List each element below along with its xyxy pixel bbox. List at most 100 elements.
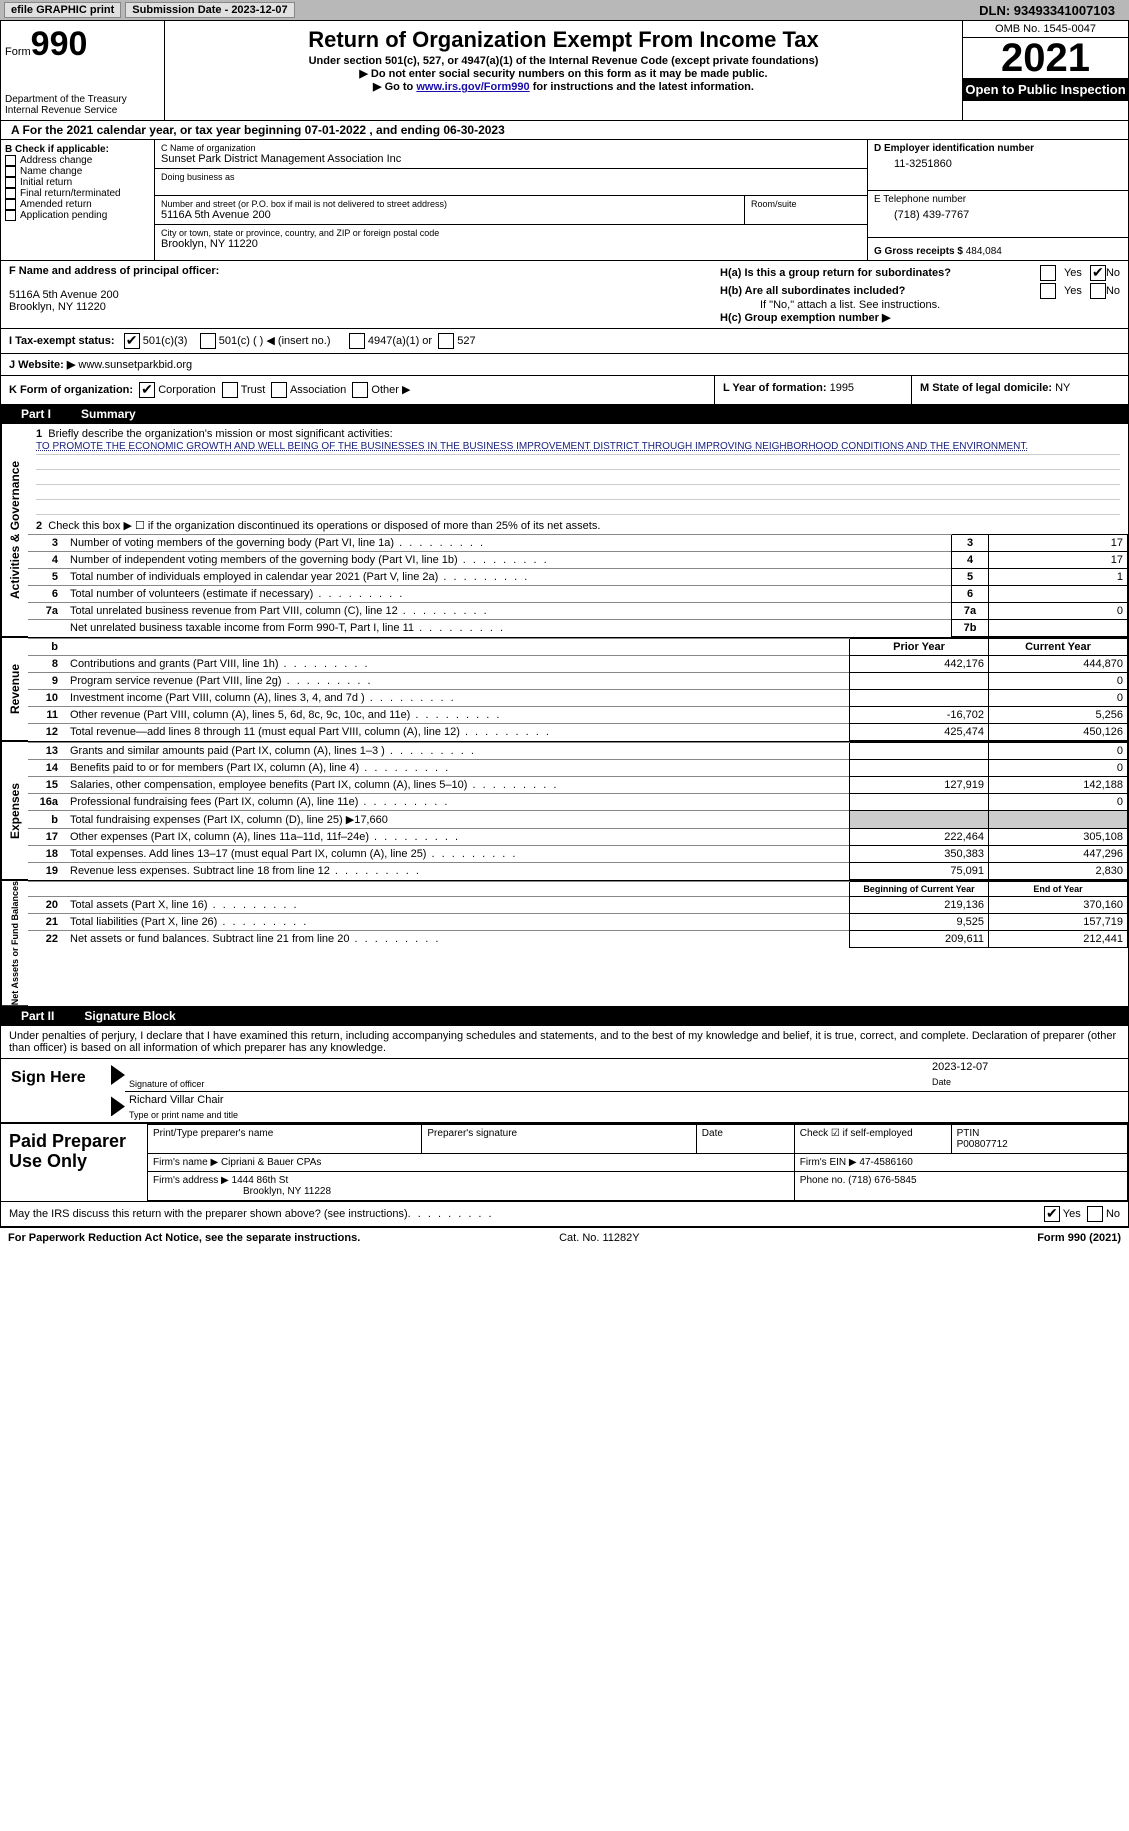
- d-ein-label: D Employer identification number: [874, 143, 1122, 154]
- website-value: www.sunsetparkbid.org: [78, 359, 192, 371]
- may-discuss-text: May the IRS discuss this return with the…: [9, 1208, 408, 1220]
- yes-label: Yes: [1064, 267, 1082, 279]
- footer: For Paperwork Reduction Act Notice, see …: [0, 1227, 1129, 1248]
- b-label: B Check if applicable:: [5, 144, 150, 155]
- m-label: M State of legal domicile:: [920, 382, 1052, 394]
- paid-preparer-label: Paid Preparer Use Only: [1, 1124, 147, 1201]
- expenses-table: 13Grants and similar amounts paid (Part …: [28, 742, 1128, 880]
- g-gross-label: G Gross receipts $: [874, 246, 963, 257]
- prep-date-label: Date: [702, 1128, 723, 1139]
- firm-ein: 47-4586160: [859, 1157, 912, 1168]
- dept-treasury: Department of the Treasury Internal Reve…: [5, 94, 160, 116]
- ha-yes[interactable]: [1040, 265, 1056, 281]
- firm-phone-label: Phone no.: [800, 1175, 846, 1186]
- revenue-table: bPrior YearCurrent Year8Contributions an…: [28, 638, 1128, 741]
- gross-receipts: 484,084: [966, 246, 1002, 257]
- governance-table: 3Number of voting members of the governi…: [28, 534, 1128, 637]
- goto-post: for instructions and the latest informat…: [530, 81, 754, 93]
- part1-num: Part I: [21, 407, 51, 421]
- city-label: City or town, state or province, country…: [161, 228, 861, 238]
- chk-assoc[interactable]: [271, 382, 287, 398]
- mission-text: TO PROMOTE THE ECONOMIC GROWTH AND WELL …: [36, 441, 1028, 452]
- chk-501c3[interactable]: [124, 333, 140, 349]
- chk-name-change[interactable]: [5, 166, 16, 177]
- city-state-zip: Brooklyn, NY 11220: [161, 238, 861, 250]
- yes-label-2: Yes: [1064, 285, 1082, 297]
- row-a-tax-year: A For the 2021 calendar year, or tax yea…: [1, 121, 1128, 140]
- sig-officer-label: Signature of officer: [125, 1077, 928, 1091]
- arrow-icon: [111, 1096, 125, 1116]
- print-name-label: Print/Type preparer's name: [153, 1128, 273, 1139]
- form-word: Form: [5, 46, 31, 58]
- chk-501c[interactable]: [200, 333, 216, 349]
- opt-app-pending: Application pending: [20, 210, 107, 221]
- form-footer: Form 990 (2021): [1037, 1232, 1121, 1244]
- irs-link[interactable]: www.irs.gov/Form990: [416, 81, 529, 93]
- hb-yes[interactable]: [1040, 283, 1056, 299]
- opt-address-change: Address change: [20, 155, 92, 166]
- toolbar: efile GRAPHIC print Submission Date - 20…: [0, 0, 1129, 20]
- submission-date-button[interactable]: Submission Date - 2023-12-07: [125, 2, 294, 18]
- opt-4947: 4947(a)(1) or: [368, 335, 432, 347]
- opt-501c: 501(c) ( ) ◀ (insert no.): [219, 335, 331, 347]
- section-h: H(a) Is this a group return for subordin…: [712, 261, 1128, 328]
- opt-name-change: Name change: [20, 166, 82, 177]
- ptin-label: PTIN: [957, 1128, 980, 1139]
- ptin-value: P00807712: [957, 1139, 1008, 1150]
- sig-date-label: Date: [928, 1075, 1128, 1089]
- name-title-label: Type or print name and title: [125, 1108, 1128, 1122]
- q2-text: Check this box ▶ ☐ if the organization d…: [48, 520, 600, 532]
- chk-4947[interactable]: [349, 333, 365, 349]
- arrow-icon: [111, 1065, 125, 1085]
- q1-text: Briefly describe the organization's miss…: [48, 428, 392, 440]
- ha-no[interactable]: [1090, 265, 1106, 281]
- chk-corp[interactable]: [139, 382, 155, 398]
- no-label-2: No: [1106, 285, 1120, 297]
- sign-here-label: Sign Here: [1, 1059, 111, 1122]
- chk-initial-return[interactable]: [5, 177, 16, 188]
- part1-title: Summary: [81, 407, 136, 421]
- hc-label: H(c) Group exemption number ▶: [720, 312, 890, 324]
- chk-amended[interactable]: [5, 199, 16, 210]
- k-label: K Form of organization:: [9, 384, 133, 396]
- perjury-declaration: Under penalties of perjury, I declare th…: [1, 1026, 1128, 1058]
- org-name: Sunset Park District Management Associat…: [161, 153, 861, 165]
- opt-final-return: Final return/terminated: [20, 188, 121, 199]
- chk-app-pending[interactable]: [5, 210, 16, 221]
- row-k: K Form of organization: Corporation Trus…: [1, 375, 1128, 404]
- dots: [408, 1208, 494, 1220]
- opt-corp: Corporation: [158, 384, 215, 396]
- firm-name: Cipriani & Bauer CPAs: [221, 1157, 321, 1168]
- ein-value: 11-3251860: [874, 154, 1122, 170]
- dba-label: Doing business as: [161, 172, 861, 182]
- chk-527[interactable]: [438, 333, 454, 349]
- opt-initial-return: Initial return: [20, 177, 72, 188]
- efile-graphic-button[interactable]: efile GRAPHIC print: [4, 2, 121, 18]
- chk-address-change[interactable]: [5, 155, 16, 166]
- c-name-label: C Name of organization: [161, 143, 861, 153]
- year-formation: 1995: [830, 382, 854, 394]
- discuss-yes[interactable]: [1044, 1206, 1060, 1222]
- side-revenue: Revenue: [1, 638, 28, 741]
- form-subtitle-3: ▶ Go to www.irs.gov/Form990 for instruct…: [173, 80, 954, 93]
- prep-sig-label: Preparer's signature: [427, 1128, 517, 1139]
- phone-value: (718) 439-7767: [874, 205, 1122, 221]
- open-to-public: Open to Public Inspection: [963, 78, 1128, 101]
- part2-title: Signature Block: [84, 1009, 175, 1023]
- form-title: Return of Organization Exempt From Incom…: [173, 27, 954, 53]
- e-phone-label: E Telephone number: [874, 194, 1122, 205]
- street-address: 5116A 5th Avenue 200: [161, 209, 738, 221]
- row-i-tax-status: I Tax-exempt status: 501(c)(3) 501(c) ( …: [1, 328, 1128, 353]
- room-label: Room/suite: [751, 199, 861, 209]
- hb-no[interactable]: [1090, 283, 1106, 299]
- chk-trust[interactable]: [222, 382, 238, 398]
- hb-note: If "No," attach a list. See instructions…: [720, 299, 1120, 311]
- opt-527: 527: [457, 335, 475, 347]
- chk-final-return[interactable]: [5, 188, 16, 199]
- part2-num: Part II: [21, 1009, 54, 1023]
- discuss-no[interactable]: [1087, 1206, 1103, 1222]
- side-expenses: Expenses: [1, 742, 28, 880]
- officer-name-title: Richard Villar Chair: [125, 1092, 1128, 1108]
- chk-other[interactable]: [352, 382, 368, 398]
- row-j-website: J Website: ▶ www.sunsetparkbid.org: [1, 353, 1128, 375]
